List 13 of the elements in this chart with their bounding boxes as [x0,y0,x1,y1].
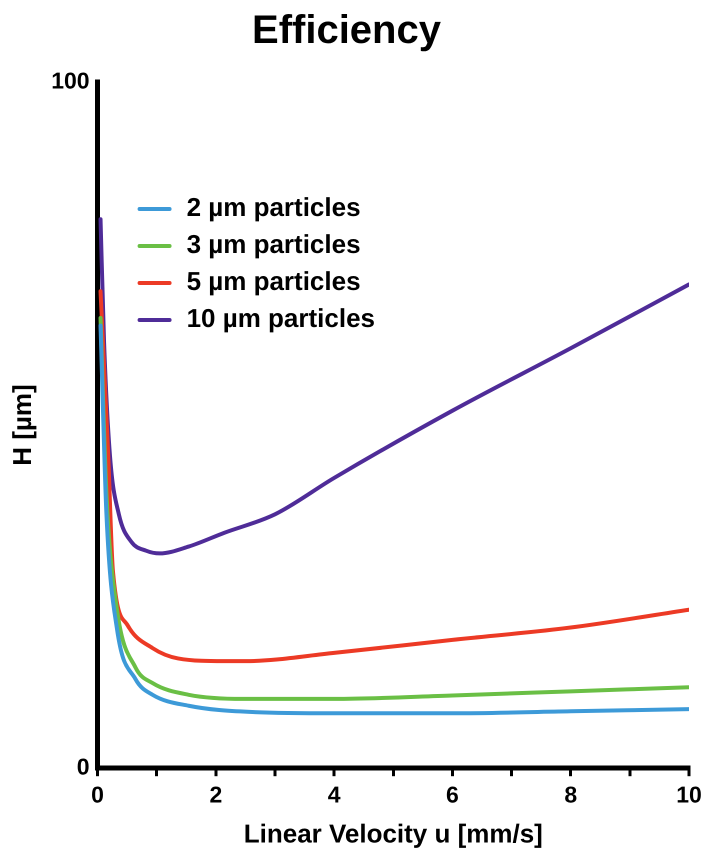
x-tick-label: 8 [564,781,578,808]
legend-label: 10 µm particles [186,303,375,334]
y-tick-label: 100 [51,67,90,94]
y-axis-title: H [µm] [6,384,37,466]
legend-label: 5 µm particles [186,266,361,296]
x-tick-label: 6 [446,781,459,808]
x-tick-label: 4 [328,781,341,808]
x-tick-label: 2 [209,781,222,808]
legend-label: 2 µm particles [186,192,361,222]
x-tick-label: 10 [676,781,702,808]
legend-label: 3 µm particles [186,229,361,260]
x-axis-title: Linear Velocity u [mm/s] [244,818,543,849]
chart-title: Efficiency [252,8,442,52]
